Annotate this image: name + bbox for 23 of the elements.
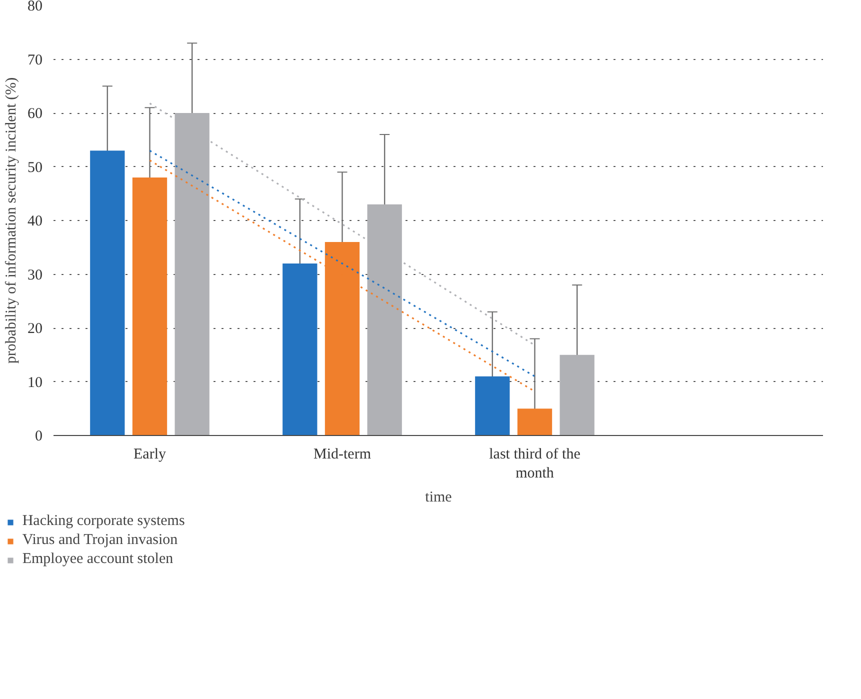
y-tick-label: 80 (28, 0, 42, 14)
bar (282, 264, 318, 436)
bar (560, 354, 594, 436)
y-tick-label: 40 (28, 214, 42, 230)
bar (475, 376, 510, 436)
bar (517, 408, 552, 436)
y-axis-title: probability of information security incident (%) (4, 77, 20, 364)
x-axis-title: time (425, 490, 452, 506)
y-tick-label: 60 (28, 106, 42, 122)
y-tick-label: 70 (28, 52, 42, 68)
bar (132, 178, 168, 436)
y-tick-label: 10 (28, 374, 42, 391)
x-tick-label: last third of the month (489, 446, 581, 482)
bar (90, 150, 125, 436)
y-tick-label: 0 (35, 428, 42, 444)
y-tick-label: 30 (28, 267, 42, 284)
y-tick-label: 20 (28, 321, 42, 337)
x-tick-label: Mid-term (314, 446, 372, 462)
legend-label: Virus and Trojan invasion (22, 532, 178, 549)
legend-label: Employee account stolen (22, 551, 174, 568)
y-tick-label: 50 (28, 160, 42, 176)
x-tick-label: Early (134, 446, 166, 462)
legend-label: Hacking corporate systems (22, 513, 185, 530)
